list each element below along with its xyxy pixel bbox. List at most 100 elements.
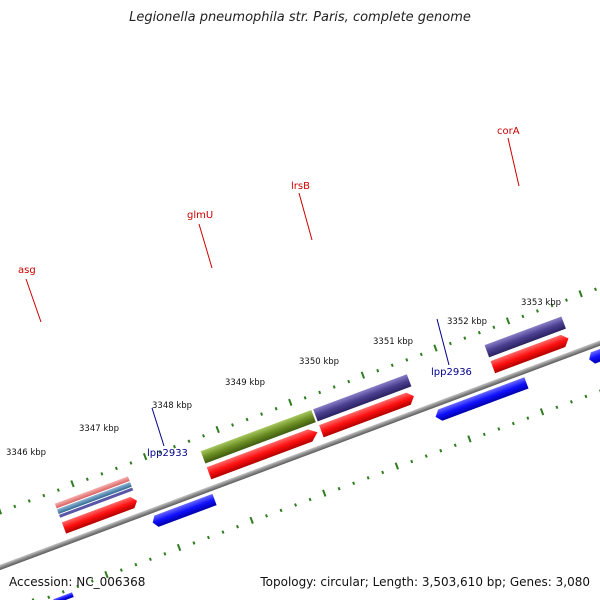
gene-label-lpp2933: lpp2933 [147,448,188,459]
genome-backbone [0,180,600,571]
reverse-tick [482,432,486,437]
gene-label-corA: corA [497,126,520,137]
forward-tick [578,290,583,298]
reverse-tick [176,543,182,552]
reverse-tick [584,394,588,399]
scale-label: 3350 kbp [299,357,339,367]
forward-tick [70,480,75,488]
reverse-tick [134,562,138,567]
forward-tick [376,368,380,373]
feature-lrsB-cds [319,392,414,438]
forward-tick [550,303,554,308]
forward-tick [42,493,46,498]
feature-asg-steel [56,481,132,514]
reverse-tick [526,416,530,420]
reverse-tick [294,503,298,507]
gene-label-lrsB: lrsB [291,181,310,192]
forward-tick [85,477,89,482]
feature-corA-cds [490,334,569,374]
leader-line-lpp2933 [151,407,165,447]
forward-tick-track [0,287,597,515]
forward-tick [419,352,423,357]
reverse-tick [236,524,239,529]
reverse-tick [555,405,559,410]
reverse-tick [163,552,167,556]
forward-tick [274,406,278,411]
feature-glmU [200,409,316,464]
leader-line-lpp2936 [436,318,450,366]
reverse-tick [366,476,370,480]
gene-label-asg: asg [18,265,36,276]
forward-tick [27,499,31,503]
forward-tick [594,287,597,292]
scale-label: 3353 kbp [521,298,561,308]
forward-tick [360,371,366,379]
reverse-tick [47,595,51,600]
forward-tick [245,417,249,422]
forward-tick [463,336,467,340]
feature-glmU-cds [206,429,318,480]
scale-label: 3348 kbp [152,401,192,411]
map-title: Legionella pneumophila str. Paris, compl… [129,10,471,25]
forward-tick [187,439,191,444]
reverse-tick [61,590,65,594]
genome-summary: Topology: circular; Length: 3,503,610 bp… [260,575,590,589]
reverse-tick [265,514,268,518]
reverse-tick [308,497,312,502]
reverse-tick [424,454,428,458]
forward-tick [0,507,3,515]
reverse-tick [279,508,283,513]
reverse-tick [249,516,254,524]
scale-label: 3351 kbp [373,337,413,347]
forward-tick [303,396,307,400]
reverse-tick [148,557,152,562]
forward-tick [100,472,104,476]
feature-partial-blue [53,592,74,600]
gene-label-lpp2936: lpp2936 [431,367,472,378]
reverse-tick [539,408,545,416]
reverse-tick [381,470,385,475]
forward-tick [477,330,481,335]
feature-asg-violet [59,487,134,518]
scale-labels: 3346 kbp 3347 kbp 3348 kbp 3349 kbp 3350… [6,298,561,458]
scale-label: 3346 kbp [6,448,46,458]
forward-tick [13,504,17,509]
forward-tick [433,344,438,352]
reverse-tick [511,421,515,426]
reverse-tick [410,459,414,464]
forward-tick [448,341,452,346]
forward-tick [535,309,539,313]
reverse-tick [352,481,356,486]
forward-tick [129,461,133,465]
forward-tick [390,363,394,368]
scale-label: 3349 kbp [225,378,265,388]
reverse-tick [439,448,443,453]
forward-tick [318,390,322,395]
reverse-tick [337,486,341,491]
leader-line-asg [25,278,42,323]
gene-label-glmU: glmU [187,210,213,221]
forward-tick [114,466,118,471]
forward-tick [505,317,511,325]
scale-label: 3347 kbp [79,424,119,434]
feature-lpp2936-cds [435,377,529,421]
forward-tick [332,385,336,389]
scale-label: 3352 kbp [447,317,487,327]
reverse-tick [394,462,400,470]
forward-tick [142,452,148,461]
forward-tick [565,298,568,302]
reverse-tick [104,570,109,579]
reverse-tick [322,489,327,497]
leader-line-glmU [198,223,213,269]
reverse-tick-track [31,389,600,600]
forward-tick [56,488,60,492]
forward-tick [288,398,293,406]
reverse-tick [221,530,225,534]
reverse-tick [206,535,210,540]
feature-asg-pink [54,476,130,509]
reverse-tick [467,435,472,443]
leader-line-corA [507,137,520,187]
reverse-tick [497,427,501,431]
